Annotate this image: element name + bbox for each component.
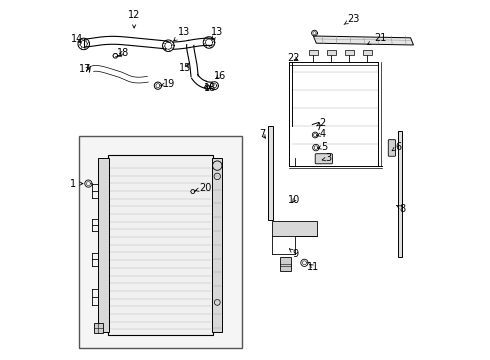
Text: 7: 7 [259,129,266,139]
FancyBboxPatch shape [388,140,395,156]
Bar [94,323,103,333]
Text: 5: 5 [318,141,327,152]
Bar [327,50,336,55]
FancyBboxPatch shape [315,154,333,164]
Text: 19: 19 [161,78,175,89]
Text: 2: 2 [317,118,325,128]
Text: 13: 13 [173,27,190,41]
Text: 9: 9 [290,249,298,259]
Text: 10: 10 [288,195,300,205]
Text: 22: 22 [287,53,300,63]
Text: 18: 18 [204,83,216,93]
Text: 16: 16 [214,71,226,81]
Bar [398,131,402,257]
Bar [309,50,318,55]
Text: 18: 18 [117,48,129,58]
Text: 21: 21 [368,33,386,45]
Polygon shape [314,36,414,45]
Bar [79,136,243,348]
Bar [272,221,317,236]
Bar [280,257,291,271]
Bar [212,158,222,332]
Bar [345,50,354,55]
Bar [269,126,273,220]
Text: 1: 1 [70,179,83,189]
Bar [363,50,372,55]
Text: 3: 3 [322,153,332,163]
Text: 15: 15 [179,63,192,73]
Bar [108,155,213,335]
Text: 4: 4 [317,129,325,139]
Text: 12: 12 [128,10,140,28]
Text: 20: 20 [196,183,212,193]
Text: 17: 17 [78,64,91,74]
Text: 6: 6 [392,141,401,152]
Text: 13: 13 [211,27,223,40]
Text: 23: 23 [344,14,359,24]
Text: 8: 8 [397,204,406,214]
Text: 11: 11 [307,262,319,272]
Text: 14: 14 [71,33,83,44]
Bar [98,158,109,332]
